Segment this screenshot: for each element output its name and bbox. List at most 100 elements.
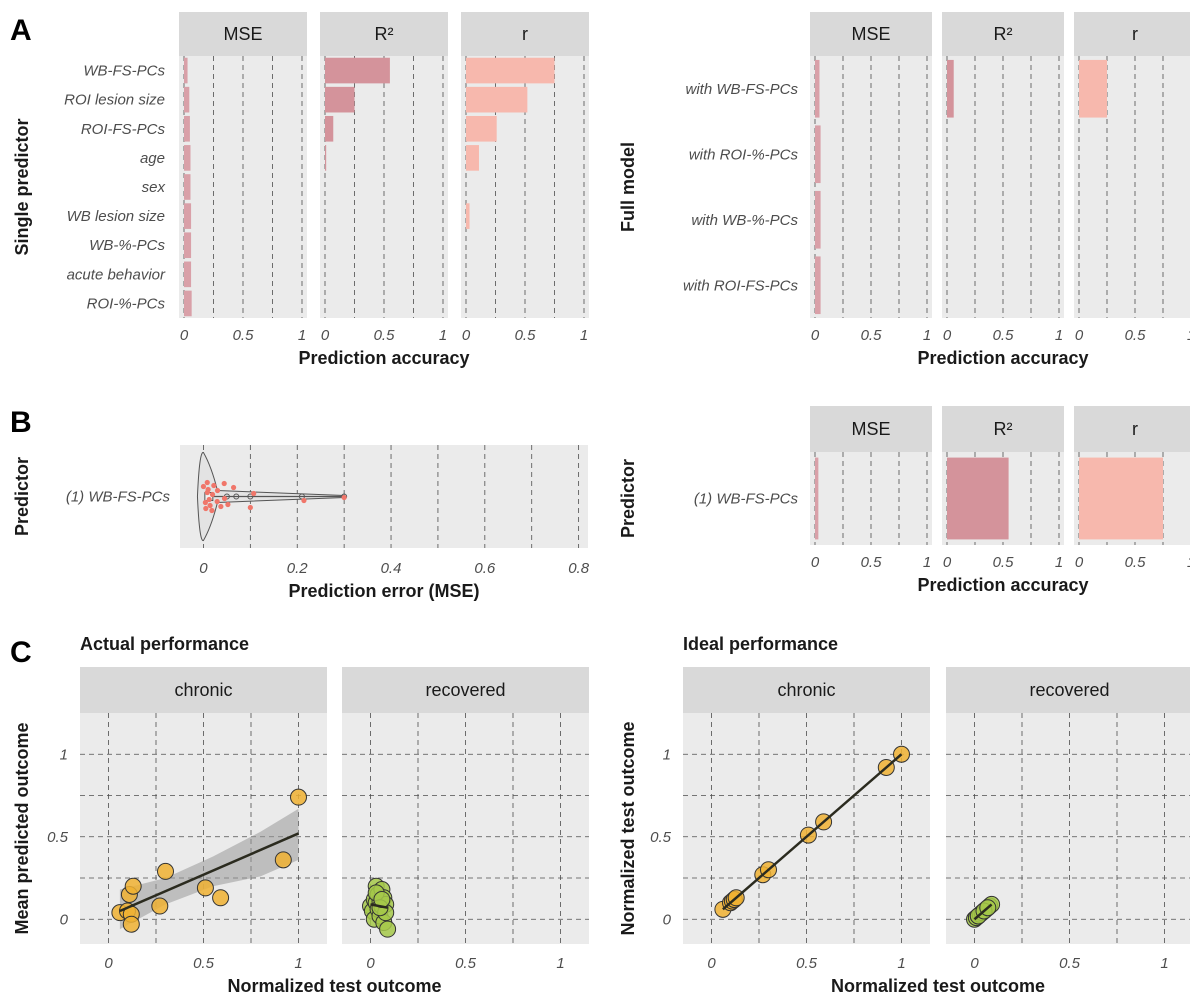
y-category-label: with ROI-FS-PCs (683, 277, 799, 294)
regression-line (370, 903, 388, 909)
y-category-label: with WB-%-PCs (691, 212, 798, 229)
x-tick-label: 0 (321, 327, 330, 344)
bar-r-wb-lesion-size (466, 203, 470, 229)
x-tick-label: 0 (811, 554, 820, 571)
x-tick-label: 0.5 (1125, 327, 1147, 344)
data-point (206, 496, 212, 503)
x-tick-label: 0 (1075, 554, 1084, 571)
facet-strip-label: r (1132, 24, 1138, 44)
panel-label-c: C (10, 636, 32, 669)
y-category-label: acute behavior (67, 266, 166, 283)
data-point (341, 494, 347, 501)
x-tick-label: 0 (943, 327, 952, 344)
x-tick-label: 0.5 (861, 554, 883, 571)
data-point (301, 497, 307, 504)
outlier-point (233, 493, 240, 500)
y-tick-label: 0.5 (47, 829, 69, 846)
facet-strip-recovered (342, 667, 589, 713)
x-axis-title: Normalized test outcome (831, 976, 1045, 996)
facet-strip-label: R² (994, 24, 1013, 44)
bar-r-roi-fs-pcs (325, 115, 334, 142)
bar-mse-acute-behavior (184, 261, 192, 288)
regression-line (119, 832, 299, 913)
x-axis-title: Prediction accuracy (298, 348, 469, 368)
facet-strip-r (1074, 406, 1190, 452)
x-tick-label: 0.5 (193, 955, 215, 972)
y-tick-label: 0 (60, 911, 69, 928)
x-tick-label: 0.5 (796, 955, 818, 972)
facet-strip-label: MSE (851, 24, 890, 44)
y-tick-label: 0.5 (650, 829, 672, 846)
bar-mse-wb-lesion-size (184, 203, 192, 229)
x-tick-label: 0.5 (993, 554, 1015, 571)
y-category-label: WB-FS-PCs (83, 63, 165, 80)
facet-strip-r (461, 12, 589, 56)
facet-strip-label: R² (375, 24, 394, 44)
x-tick-label: 1 (897, 955, 905, 972)
bar-r-roi-fs-pcs (466, 115, 497, 142)
data-point (221, 495, 228, 502)
y-category-label: ROI lesion size (64, 92, 165, 109)
data-point (209, 491, 216, 498)
y-category-label: ROI-FS-PCs (81, 121, 166, 138)
data-point (202, 499, 208, 506)
facet-strip-r (1074, 12, 1190, 56)
facet-strip-chronic (80, 667, 327, 713)
x-tick-label: 1 (923, 554, 931, 571)
bar-r-roi-lesion-size (325, 86, 355, 113)
y-category-label: (1) WB-FS-PCs (66, 489, 171, 506)
bar-r-with-wb-fs-pcs (947, 59, 954, 118)
bar-mse-wb-pcs (184, 232, 192, 259)
facet-strip-label: MSE (223, 24, 262, 44)
data-point (214, 487, 221, 494)
x-tick-label: 0.8 (568, 560, 590, 577)
data-point (214, 498, 220, 505)
data-point (204, 479, 210, 486)
bar-r-wb-fs-pcs (466, 57, 555, 84)
facet-strip-r (320, 12, 448, 56)
x-tick-label: 0 (199, 560, 208, 577)
bar-r-1-wb-fs-pcs (1079, 457, 1163, 540)
panel-a: MSE 0 0.5 1 R² 0 0.5 1 r 0 0.5 1 WB-FS-PCs ROI lesion… (12, 12, 1190, 368)
x-tick-label: 0.2 (287, 560, 309, 577)
x-tick-label: 1 (1055, 327, 1063, 344)
facet-strip-mse (179, 12, 307, 56)
data-point-chronic (151, 897, 169, 915)
x-tick-label: 0 (1075, 327, 1084, 344)
x-axis-title: Prediction accuracy (917, 348, 1088, 368)
panel-c: Actual performance chronic 0 0.5 1 recovered 0… (12, 634, 1190, 996)
chart-title: Actual performance (80, 634, 249, 654)
y-axis-title: Single predictor (12, 118, 32, 255)
panel-b: MSE 0 0.5 1 R² 0 0.5 1 r 0 0.5 1 (1) WB-FS-PCs Predic… (12, 406, 1190, 601)
data-point (230, 484, 237, 491)
y-category-label: WB lesion size (67, 208, 165, 225)
facet-strip-r (942, 406, 1064, 452)
x-tick-label: 0.5 (233, 327, 255, 344)
bar-mse-1-wb-fs-pcs (815, 457, 819, 540)
data-point (225, 501, 231, 508)
x-tick-label: 0.5 (1059, 955, 1081, 972)
x-tick-label: 1 (556, 955, 564, 972)
facet-strip-label: MSE (851, 419, 890, 439)
bar-r-1-wb-fs-pcs (947, 457, 1009, 540)
facet-strip-mse (810, 12, 932, 56)
data-point (211, 482, 217, 489)
x-tick-label: 1 (1187, 327, 1190, 344)
y-category-label: with ROI-%-PCs (689, 146, 799, 163)
x-tick-label: 0 (943, 554, 952, 571)
data-point (203, 505, 209, 512)
x-tick-label: 1 (580, 327, 588, 344)
y-category-label: (1) WB-FS-PCs (694, 491, 799, 508)
y-category-label: age (140, 150, 165, 167)
bar-mse-with-roi-pcs (815, 125, 821, 184)
x-tick-label: 1 (1187, 554, 1190, 571)
y-category-label: WB-%-PCs (89, 237, 165, 254)
x-tick-label: 1 (1055, 554, 1063, 571)
y-category-label: sex (142, 179, 166, 196)
x-tick-label: 1 (439, 327, 447, 344)
y-category-label: with WB-FS-PCs (686, 81, 799, 98)
data-point-chronic (290, 788, 307, 806)
data-point (218, 503, 224, 510)
bar-r-with-wb-fs-pcs (1079, 59, 1107, 118)
